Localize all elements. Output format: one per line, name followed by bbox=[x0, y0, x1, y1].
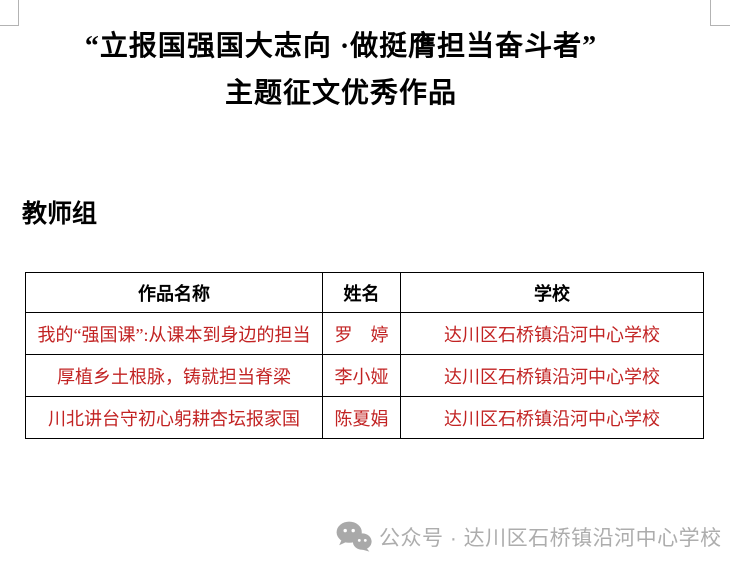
cell-school: 达川区石桥镇沿河中心学校 bbox=[400, 312, 704, 355]
column-header-school: 学校 bbox=[400, 272, 704, 313]
document-title-line2: 主题征文优秀作品 bbox=[224, 78, 457, 109]
title-block: “立报国强国大志向 ·做挺膺担当奋斗者” 主题征文优秀作品 bbox=[0, 33, 682, 108]
column-header-name: 姓名 bbox=[322, 272, 401, 313]
section-heading-teachers-group: 教师组 bbox=[22, 201, 98, 228]
page-corner-mark-top-left bbox=[0, 0, 19, 26]
wechat-icon bbox=[336, 521, 372, 552]
cell-school: 达川区石桥镇沿河中心学校 bbox=[400, 354, 704, 397]
column-header-work-title: 作品名称 bbox=[25, 272, 323, 313]
cell-author-name: 陈夏娟 bbox=[322, 396, 401, 439]
table-row: 厚植乡土根脉，铸就担当脊梁 李小娅 达川区石桥镇沿河中心学校 bbox=[25, 354, 704, 397]
cell-work-title: 我的“强国课”:从课本到身边的担当 bbox=[25, 312, 323, 355]
table-row: 川北讲台守初心躬耕杏坛报家国 陈夏娟 达川区石桥镇沿河中心学校 bbox=[25, 396, 704, 439]
awards-table: 作品名称 姓名 学校 我的“强国课”:从课本到身边的担当罗 婷达川区石桥镇沿河中… bbox=[25, 272, 704, 439]
table-body: 我的“强国课”:从课本到身边的担当罗 婷达川区石桥镇沿河中心学校 厚植乡土根脉，铸… bbox=[25, 312, 704, 439]
watermark-text: 公众号 · 达川区石桥镇沿河中心学校 bbox=[379, 526, 722, 550]
watermark: 公众号 · 达川区石桥镇沿河中心学校 bbox=[336, 521, 722, 552]
cell-author-name: 李小娅 bbox=[322, 354, 401, 397]
page-corner-mark-top-right bbox=[710, 0, 730, 26]
cell-school: 达川区石桥镇沿河中心学校 bbox=[400, 396, 704, 439]
table-header-row: 作品名称 姓名 学校 bbox=[25, 272, 704, 313]
cell-author-name: 罗 婷 bbox=[322, 312, 401, 355]
table-row: 我的“强国课”:从课本到身边的担当罗 婷达川区石桥镇沿河中心学校 bbox=[25, 312, 704, 355]
document-title-line1: “立报国强国大志向 ·做挺膺担当奋斗者” bbox=[84, 31, 598, 62]
cell-work-title: 川北讲台守初心躬耕杏坛报家国 bbox=[25, 396, 323, 439]
cell-work-title: 厚植乡土根脉，铸就担当脊梁 bbox=[25, 354, 323, 397]
